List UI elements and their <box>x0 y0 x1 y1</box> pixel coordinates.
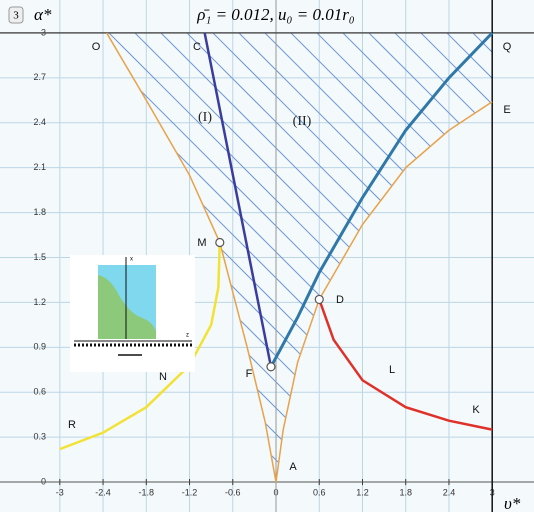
y-tick-label: 2.1 <box>33 162 46 172</box>
annotation: A <box>289 461 297 473</box>
point-marker <box>215 237 225 248</box>
annotation: (II) <box>293 114 312 129</box>
annotation: L <box>389 364 395 376</box>
y-tick-label: 0.3 <box>33 432 46 442</box>
x-tick-label: -2.4 <box>95 487 111 497</box>
hatch-line <box>106 32 493 483</box>
annotation: F <box>246 368 253 380</box>
labels: O C Q E (I) (II) M D F N L R K A <box>68 41 512 473</box>
y-tick-label: 1.5 <box>33 252 46 262</box>
y-tick-label: 1.2 <box>33 297 46 307</box>
hatch-line <box>257 32 493 483</box>
x-tick-label: -0.6 <box>225 487 241 497</box>
y-tick-label: 0 <box>41 476 46 486</box>
hatch-line <box>283 32 493 483</box>
hatch-line <box>387 32 493 483</box>
x-tick-label: 0.6 <box>313 487 326 497</box>
curve <box>275 101 493 483</box>
y-tick-label: 1.8 <box>33 207 46 217</box>
annotation: R <box>68 419 76 431</box>
annotation: E <box>503 104 510 116</box>
x-tick-label: 1.2 <box>356 487 369 497</box>
annotation: C <box>193 41 201 53</box>
annotation: K <box>472 404 480 416</box>
hatch-line <box>106 32 363 483</box>
inset-label: x <box>130 257 133 263</box>
y-axis-label: α* <box>34 5 52 24</box>
inset-diagram: x z <box>70 255 195 372</box>
annotation: D <box>336 294 344 306</box>
curve <box>203 32 273 368</box>
badge-text: 3 <box>13 10 19 22</box>
y-tick-label: 0.9 <box>33 342 46 352</box>
annotation: (I) <box>198 110 212 125</box>
badge <box>8 6 24 24</box>
x-tick-label: 2.4 <box>443 487 456 497</box>
inset-label: z <box>186 333 189 339</box>
annotation: Q <box>503 41 512 53</box>
x-axis-label: υ* <box>504 494 521 512</box>
hatch-line <box>309 32 493 483</box>
x-tick-label: -1.2 <box>182 487 198 497</box>
x-tick-label: -3 <box>56 487 64 497</box>
x-tick-label: 1.8 <box>399 487 412 497</box>
point-marker <box>266 362 276 372</box>
curve <box>269 31 494 368</box>
y-tick-label: 2.4 <box>33 117 46 127</box>
y-tick-label: 0.6 <box>33 387 46 397</box>
y-tick-label: 2.7 <box>33 72 46 82</box>
annotation: M <box>197 237 206 249</box>
annotation: N <box>159 371 167 383</box>
chart-title: ρ̄₁ = 0.012, u₀ = 0.01r₀ <box>196 5 355 24</box>
annotation: O <box>92 41 101 53</box>
hatch-line <box>361 32 493 483</box>
point-marker <box>314 294 324 305</box>
hatch-line <box>335 32 493 483</box>
inset-soil <box>98 275 156 339</box>
curve <box>318 298 493 431</box>
x-tick-label: -1.8 <box>139 487 155 497</box>
